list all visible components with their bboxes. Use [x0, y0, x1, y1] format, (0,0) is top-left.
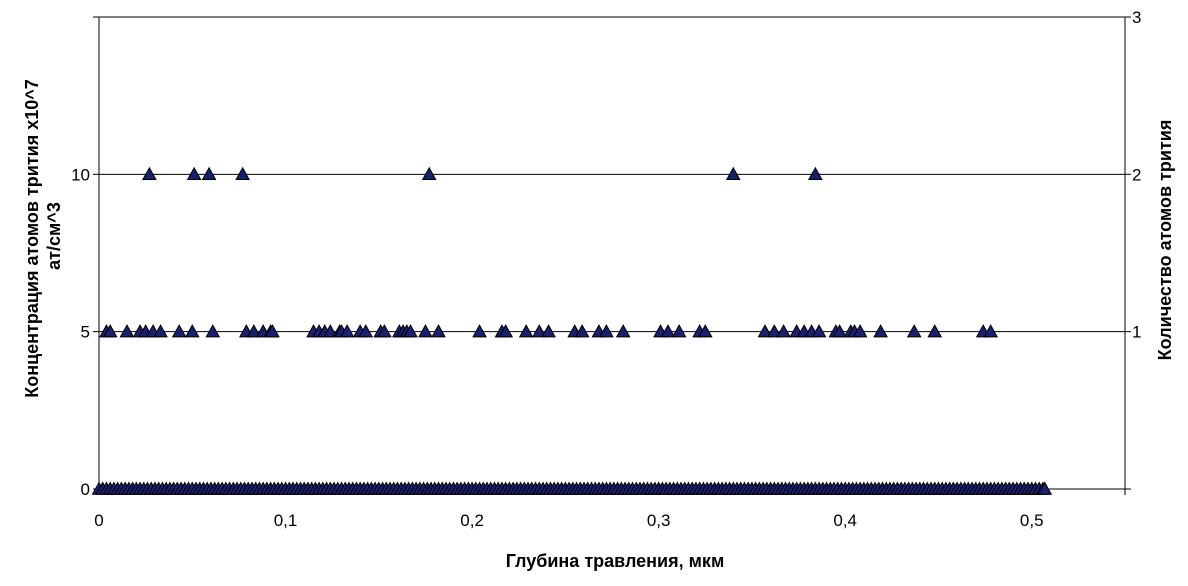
- data-point: [873, 324, 888, 338]
- data-point: [431, 324, 446, 338]
- data-point: [142, 166, 157, 181]
- data-point: [766, 324, 782, 338]
- left-axis: 0 5 10: [71, 16, 100, 499]
- data-point: [403, 324, 418, 338]
- y-axis-title: Концентрация атомов трития х10^7 ат/см^3: [22, 74, 64, 398]
- data-point: [377, 324, 392, 338]
- x-tick-label: 0,5: [1020, 511, 1044, 530]
- right-axis: 1 2 3: [1124, 8, 1141, 490]
- data-point: [421, 166, 437, 181]
- x-axis: 0 0,1 0,2 0,3 0,4 0,5: [94, 489, 1126, 530]
- data-point: [265, 324, 280, 338]
- x-tick-label: 0,2: [460, 511, 484, 530]
- x-axis-title: Глубина травления, мкм: [506, 551, 725, 571]
- data-point: [1037, 481, 1053, 495]
- data-point: [472, 324, 487, 338]
- right-tick-label: 1: [1132, 323, 1141, 342]
- data-point: [574, 324, 590, 338]
- data-point: [322, 324, 338, 338]
- data-point: [671, 324, 687, 338]
- data-point: [186, 166, 202, 181]
- data-point: [697, 324, 713, 338]
- data-point: [201, 166, 217, 181]
- data-point: [983, 324, 999, 338]
- plot-area: [98, 16, 1126, 490]
- right-tick-label: 3: [1132, 8, 1141, 27]
- data-point: [339, 324, 355, 338]
- y-axis-title-line-1: Концентрация атомов трития х10^7: [22, 79, 42, 398]
- data-point: [906, 324, 922, 338]
- data-points: [91, 166, 1053, 495]
- data-point: [184, 324, 200, 338]
- data-point: [807, 166, 823, 181]
- data-point: [119, 324, 135, 338]
- data-point: [498, 324, 514, 338]
- data-point: [660, 324, 676, 338]
- data-point: [358, 324, 374, 338]
- right-axis-title: Количество атомов трития: [1155, 120, 1175, 361]
- data-point: [599, 324, 614, 338]
- data-point: [518, 324, 534, 338]
- data-point: [541, 324, 556, 338]
- x-tick-label: 0: [94, 511, 103, 530]
- x-tick-label: 0,3: [647, 511, 671, 530]
- data-point: [531, 324, 547, 338]
- data-point: [615, 324, 631, 338]
- data-point: [205, 324, 221, 338]
- y-axis-title-line-2: ат/см^3: [44, 202, 64, 270]
- data-point: [927, 324, 943, 338]
- data-point: [235, 166, 250, 181]
- x-tick-label: 0,4: [833, 511, 857, 530]
- y-tick-label: 10: [71, 165, 90, 184]
- data-point: [852, 324, 868, 338]
- data-point: [246, 324, 262, 338]
- data-point: [171, 324, 187, 338]
- x-tick-label: 0,1: [274, 511, 298, 530]
- data-point: [776, 324, 791, 338]
- data-point: [757, 324, 773, 338]
- data-point: [418, 324, 433, 338]
- y-tick-label: 0: [81, 480, 90, 499]
- data-point: [102, 324, 118, 338]
- right-tick-label: 2: [1132, 165, 1141, 184]
- data-point: [725, 166, 741, 181]
- data-point: [153, 324, 168, 338]
- data-point: [832, 324, 847, 338]
- data-point: [811, 324, 827, 338]
- y-tick-label: 5: [81, 323, 90, 342]
